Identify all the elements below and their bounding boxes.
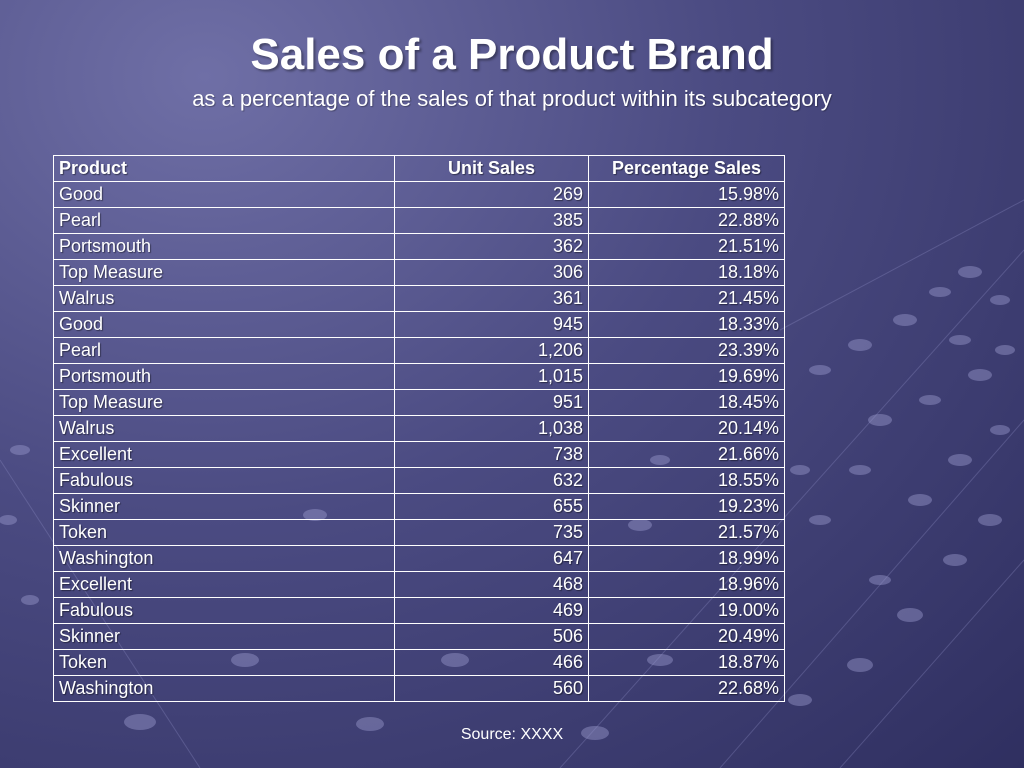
table-row: Pearl 385 22.88% <box>53 207 785 234</box>
slide-subtitle: as a percentage of the sales of that pro… <box>192 86 832 111</box>
table-row: Portsmouth 362 21.51% <box>53 233 785 260</box>
table-row: Pearl 1,206 23.39% <box>53 337 785 364</box>
cell-unit-sales: 945 <box>394 311 589 338</box>
cell-unit-sales: 361 <box>394 285 589 312</box>
cell-percentage-sales: 19.69% <box>588 363 785 390</box>
cell-unit-sales: 1,038 <box>394 415 589 442</box>
cell-percentage-sales: 18.96% <box>588 571 785 598</box>
cell-percentage-sales: 21.57% <box>588 519 785 546</box>
cell-percentage-sales: 20.14% <box>588 415 785 442</box>
cell-percentage-sales: 18.33% <box>588 311 785 338</box>
cell-unit-sales: 506 <box>394 623 589 650</box>
table-row: Washington 560 22.68% <box>53 675 785 702</box>
header-unit-sales: Unit Sales <box>394 155 589 182</box>
cell-product: Top Measure <box>53 259 395 286</box>
cell-unit-sales: 469 <box>394 597 589 624</box>
table-body: Good 269 15.98% Pearl 385 22.88% Portsmouth 362… <box>53 181 785 702</box>
cell-unit-sales: 468 <box>394 571 589 598</box>
cell-product: Skinner <box>53 493 395 520</box>
cell-product: Pearl <box>53 337 395 364</box>
table-row: Excellent 738 21.66% <box>53 441 785 468</box>
cell-unit-sales: 385 <box>394 207 589 234</box>
source-note: Source: XXXX <box>460 726 564 743</box>
cell-product: Pearl <box>53 207 395 234</box>
cell-product: Portsmouth <box>53 363 395 390</box>
cell-percentage-sales: 22.88% <box>588 207 785 234</box>
cell-unit-sales: 466 <box>394 649 589 676</box>
table-row: Fabulous 469 19.00% <box>53 597 785 624</box>
table-row: Top Measure 951 18.45% <box>53 389 785 416</box>
cell-unit-sales: 951 <box>394 389 589 416</box>
cell-product: Portsmouth <box>53 233 395 260</box>
cell-unit-sales: 269 <box>394 181 589 208</box>
cell-unit-sales: 735 <box>394 519 589 546</box>
cell-unit-sales: 1,206 <box>394 337 589 364</box>
cell-percentage-sales: 19.00% <box>588 597 785 624</box>
cell-percentage-sales: 18.55% <box>588 467 785 494</box>
cell-product: Excellent <box>53 441 395 468</box>
cell-product: Token <box>53 649 395 676</box>
table-row: Washington 647 18.99% <box>53 545 785 572</box>
table-row: Excellent 468 18.96% <box>53 571 785 598</box>
table-header-row: Product Unit Sales Percentage Sales <box>53 155 785 182</box>
cell-unit-sales: 306 <box>394 259 589 286</box>
cell-unit-sales: 1,015 <box>394 363 589 390</box>
table-row: Top Measure 306 18.18% <box>53 259 785 286</box>
cell-percentage-sales: 23.39% <box>588 337 785 364</box>
cell-unit-sales: 655 <box>394 493 589 520</box>
header-product: Product <box>53 155 395 182</box>
sales-table: Product Unit Sales Percentage Sales Good… <box>53 155 785 702</box>
table-row: Token 466 18.87% <box>53 649 785 676</box>
cell-product: Good <box>53 311 395 338</box>
slide-title: Sales of a Product Brand <box>250 30 774 79</box>
cell-product: Token <box>53 519 395 546</box>
table-row: Token 735 21.57% <box>53 519 785 546</box>
cell-product: Fabulous <box>53 467 395 494</box>
table-row: Good 945 18.33% <box>53 311 785 338</box>
cell-percentage-sales: 21.51% <box>588 233 785 260</box>
table-row: Walrus 1,038 20.14% <box>53 415 785 442</box>
cell-percentage-sales: 21.66% <box>588 441 785 468</box>
cell-percentage-sales: 21.45% <box>588 285 785 312</box>
cell-percentage-sales: 18.18% <box>588 259 785 286</box>
cell-unit-sales: 738 <box>394 441 589 468</box>
cell-percentage-sales: 18.45% <box>588 389 785 416</box>
table-row: Skinner 506 20.49% <box>53 623 785 650</box>
cell-product: Washington <box>53 545 395 572</box>
cell-product: Skinner <box>53 623 395 650</box>
table-row: Walrus 361 21.45% <box>53 285 785 312</box>
table-row: Good 269 15.98% <box>53 181 785 208</box>
cell-product: Walrus <box>53 285 395 312</box>
cell-percentage-sales: 19.23% <box>588 493 785 520</box>
cell-percentage-sales: 18.99% <box>588 545 785 572</box>
cell-percentage-sales: 18.87% <box>588 649 785 676</box>
cell-product: Good <box>53 181 395 208</box>
header-percentage-sales: Percentage Sales <box>588 155 785 182</box>
cell-product: Top Measure <box>53 389 395 416</box>
cell-percentage-sales: 22.68% <box>588 675 785 702</box>
table-row: Skinner 655 19.23% <box>53 493 785 520</box>
cell-unit-sales: 647 <box>394 545 589 572</box>
cell-unit-sales: 362 <box>394 233 589 260</box>
cell-product: Washington <box>53 675 395 702</box>
cell-unit-sales: 560 <box>394 675 589 702</box>
cell-product: Walrus <box>53 415 395 442</box>
cell-percentage-sales: 20.49% <box>588 623 785 650</box>
table-row: Fabulous 632 18.55% <box>53 467 785 494</box>
cell-product: Excellent <box>53 571 395 598</box>
cell-percentage-sales: 15.98% <box>588 181 785 208</box>
table-row: Portsmouth 1,015 19.69% <box>53 363 785 390</box>
cell-product: Fabulous <box>53 597 395 624</box>
cell-unit-sales: 632 <box>394 467 589 494</box>
